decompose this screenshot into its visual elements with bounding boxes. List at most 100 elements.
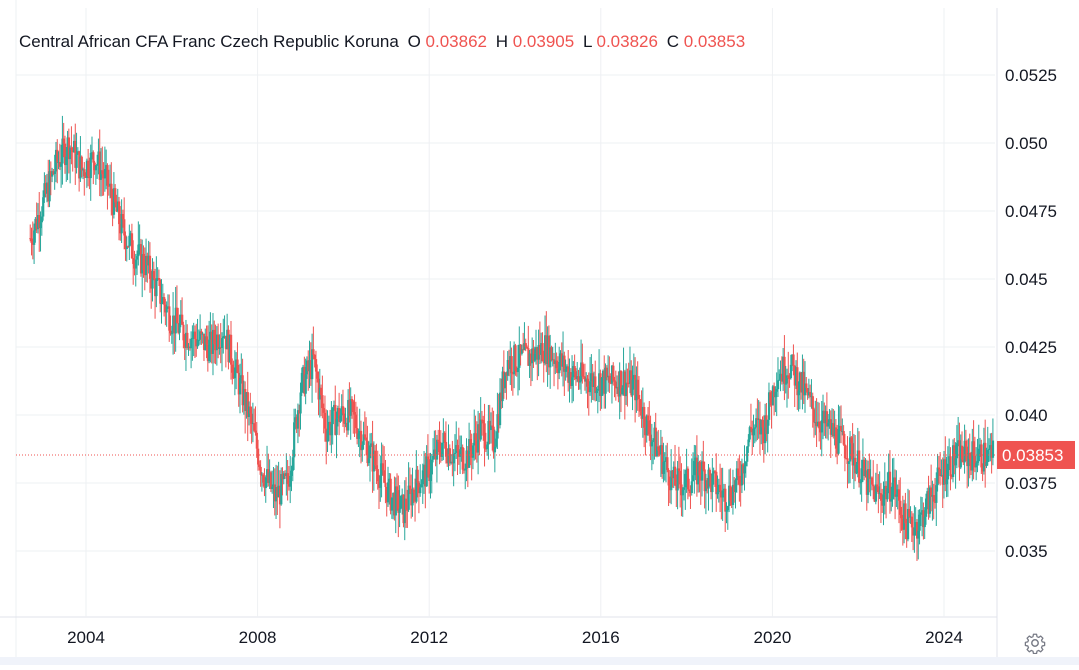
- candle-body: [511, 373, 515, 375]
- candle-body: [583, 376, 587, 382]
- candle-body: [403, 498, 406, 524]
- candle-body: [334, 404, 337, 435]
- candle-body: [322, 408, 325, 413]
- candle-body: [232, 372, 235, 379]
- candle-body: [375, 465, 378, 470]
- candle-body: [792, 354, 795, 366]
- candle-body: [758, 418, 762, 435]
- candle-body: [523, 343, 526, 351]
- candle-body: [655, 446, 659, 457]
- candle-body: [909, 516, 912, 518]
- candle-body: [392, 492, 395, 498]
- candle-body: [513, 345, 516, 375]
- candle-body: [506, 360, 509, 376]
- candle-body: [937, 467, 941, 469]
- candle-body: [394, 486, 397, 516]
- candle-body: [240, 375, 243, 379]
- candle-body: [540, 343, 543, 355]
- candle-body: [849, 437, 852, 462]
- candle-body: [483, 423, 486, 449]
- candle-body: [222, 336, 225, 339]
- candle-body: [105, 165, 108, 169]
- candle-body: [305, 360, 309, 375]
- candle-body: [757, 418, 760, 420]
- candle-body: [674, 466, 677, 486]
- candle-body: [69, 147, 72, 160]
- candle-body: [617, 386, 620, 397]
- candle-body: [967, 452, 970, 467]
- candle-body: [179, 314, 183, 324]
- candle-body: [311, 349, 314, 380]
- candle-body: [329, 421, 332, 436]
- candle-body: [182, 324, 185, 341]
- candle-body: [572, 366, 575, 378]
- candle-body: [209, 331, 212, 340]
- candle-body: [905, 523, 908, 540]
- candle-body: [358, 430, 361, 434]
- candle-body: [200, 331, 203, 334]
- candle-body: [262, 474, 265, 483]
- candle-body: [529, 353, 533, 364]
- candle-body: [640, 411, 643, 419]
- candle-body: [137, 244, 140, 257]
- low-value: 0.03826: [596, 32, 658, 51]
- candle-body: [399, 496, 403, 509]
- candle-body: [402, 494, 405, 524]
- candle-body: [257, 448, 260, 465]
- candle-body: [100, 170, 103, 180]
- candle-body: [219, 347, 222, 349]
- candle-body: [83, 169, 86, 177]
- candle-body: [822, 410, 825, 421]
- candle-body: [460, 447, 463, 450]
- candle-body: [522, 349, 525, 351]
- candle-body: [388, 478, 391, 483]
- candle-body: [345, 422, 349, 431]
- candle-body: [945, 479, 948, 485]
- candle-body: [541, 343, 544, 362]
- candle-body: [747, 439, 750, 447]
- candle-body: [168, 306, 171, 331]
- candle-body: [217, 334, 220, 349]
- candle-body: [953, 445, 956, 466]
- candle-body: [537, 344, 540, 360]
- candle-body: [858, 450, 861, 483]
- candle-body: [218, 347, 221, 349]
- candle-body: [890, 498, 893, 502]
- candle-body: [986, 449, 989, 463]
- candle-body: [287, 483, 291, 487]
- candle-body: [54, 149, 58, 172]
- candle-body: [493, 446, 497, 453]
- candle-body: [868, 469, 871, 479]
- candle-body: [208, 339, 211, 362]
- candle-body: [236, 359, 239, 373]
- candle-body: [892, 477, 896, 483]
- candle-body: [659, 445, 663, 455]
- candle-body: [116, 201, 119, 212]
- candle-body: [639, 399, 642, 412]
- candle-body: [876, 484, 879, 487]
- last-price-badge: [997, 440, 1075, 469]
- candle-body: [555, 360, 558, 369]
- candle-body: [70, 147, 73, 150]
- candle-body: [695, 457, 699, 485]
- candle-body: [94, 165, 98, 171]
- settings-gear-icon[interactable]: [1024, 632, 1046, 655]
- candle-body: [161, 297, 164, 304]
- candle-body: [576, 376, 579, 380]
- candle-body: [598, 373, 601, 389]
- candle-body: [692, 475, 695, 482]
- candle-body: [87, 160, 90, 177]
- candle-body: [154, 278, 157, 297]
- candle-body: [788, 378, 791, 380]
- candle-body: [776, 380, 780, 390]
- candle-body: [586, 378, 589, 387]
- candle-body: [300, 372, 303, 393]
- candle-body: [128, 235, 131, 247]
- candle-body: [726, 506, 729, 511]
- candle-body: [596, 388, 599, 391]
- x-tick-label: 2012: [410, 628, 448, 647]
- candle-body: [619, 370, 623, 395]
- candle-body: [407, 485, 410, 510]
